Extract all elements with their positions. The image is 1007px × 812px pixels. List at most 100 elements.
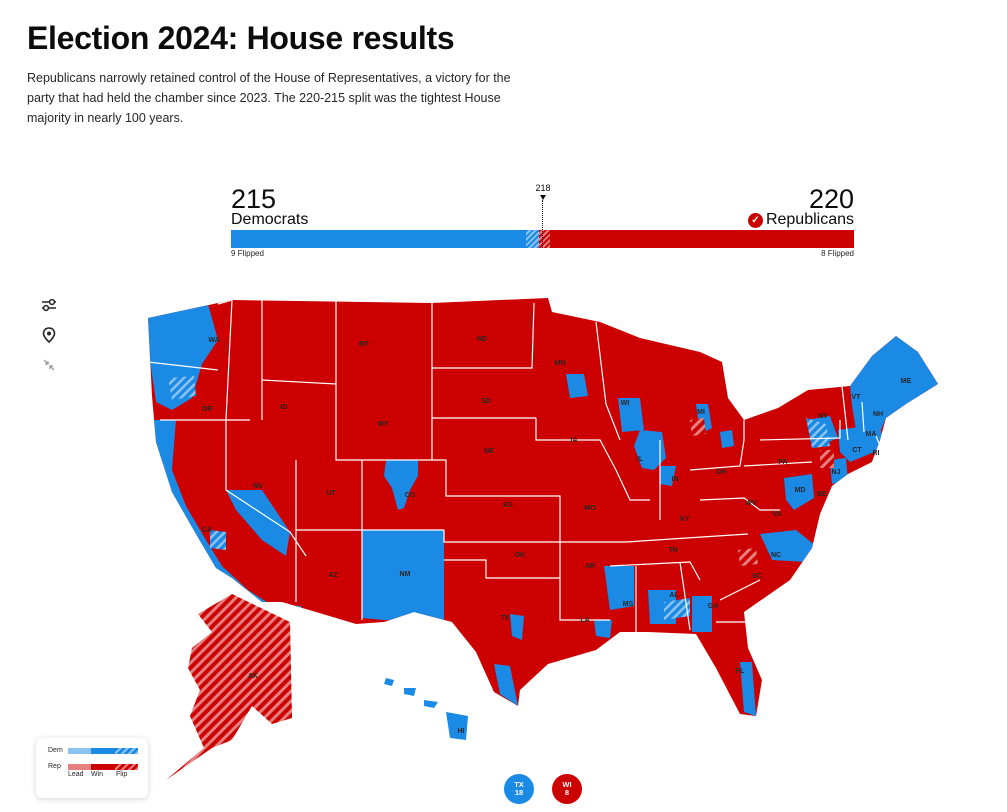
- label-ne: NE: [484, 448, 494, 455]
- dem-district-tx-border[interactable]: [494, 664, 518, 706]
- dem-district-in[interactable]: [660, 466, 676, 486]
- dem-district-oh[interactable]: [720, 430, 734, 448]
- label-co: CO: [405, 492, 416, 499]
- map-legend: Dem Rep Lead Win Flip: [36, 738, 148, 798]
- legend-dem-label: Dem: [48, 747, 63, 754]
- label-id: ID: [281, 404, 288, 411]
- label-nd: ND: [477, 336, 487, 343]
- dem-seat-count: 215: [231, 184, 277, 214]
- dem-district-il[interactable]: [634, 430, 666, 470]
- label-or: OR: [202, 406, 213, 413]
- flip-district-pa[interactable]: [820, 450, 834, 468]
- ak-at-large-district[interactable]: [166, 594, 292, 780]
- rep-party-text: Republicans: [765, 211, 854, 228]
- legend-flip-key: Flip: [116, 771, 128, 778]
- label-sc: SC: [752, 573, 762, 580]
- page-description: Republicans narrowly retained control of…: [27, 71, 511, 125]
- majority-threshold-label: 218: [535, 183, 551, 193]
- rep-flipped-count: 8 Flipped: [821, 249, 854, 258]
- dem-district-ms[interactable]: [604, 566, 634, 610]
- label-ok: OK: [515, 552, 526, 559]
- label-va: VA: [772, 511, 781, 518]
- dem-district-wa-or-coast[interactable]: [148, 304, 218, 410]
- label-ia: IA: [571, 437, 578, 444]
- legend-dem-win-swatch: [91, 748, 115, 754]
- dem-district-ga[interactable]: [692, 596, 712, 632]
- hawaii[interactable]: [384, 678, 468, 740]
- label-de: DE: [817, 491, 827, 498]
- dem-district-nv[interactable]: [226, 490, 290, 556]
- bubble-district: 18: [514, 788, 524, 797]
- state-labels: WA OR CA NV ID MT WY UT AZ CO NM ND SD N…: [202, 336, 912, 735]
- hi-island-kauai: [384, 678, 394, 686]
- district-bubble-wi-8[interactable]: WI 8: [552, 774, 582, 804]
- dem-district-co[interactable]: [384, 460, 418, 510]
- dem-district-nc[interactable]: [760, 530, 816, 562]
- map-controls: [38, 294, 60, 384]
- location-pin-icon[interactable]: [38, 324, 60, 346]
- label-nj: NJ: [832, 469, 841, 476]
- label-mi: MI: [697, 409, 705, 416]
- legend-rep-lead-swatch: [68, 764, 92, 770]
- label-pa: PA: [778, 459, 787, 466]
- label-md: MD: [795, 487, 806, 494]
- label-oh: OH: [716, 469, 727, 476]
- rep-party-label: ✓ Republicans: [747, 211, 854, 229]
- label-mo: MO: [584, 505, 596, 512]
- label-ny: NY: [818, 413, 828, 420]
- label-wv: WV: [745, 500, 757, 507]
- hi-island-oahu: [404, 688, 416, 696]
- label-in: IN: [672, 476, 679, 483]
- flip-district-mi[interactable]: [690, 418, 706, 436]
- flip-district-wa[interactable]: [168, 376, 196, 400]
- bubble-state: WI: [562, 780, 572, 789]
- label-ga: GA: [708, 603, 719, 610]
- state-borders: [148, 299, 881, 640]
- dem-district-mn[interactable]: [566, 374, 588, 398]
- hi-island-molokai: [424, 700, 438, 708]
- label-wy: WY: [377, 421, 389, 428]
- flip-district-ca[interactable]: [210, 530, 226, 550]
- dem-district-ny-ct-ma[interactable]: [838, 424, 884, 462]
- flip-district-nc[interactable]: [738, 548, 758, 566]
- label-ak: AK: [248, 673, 258, 680]
- label-sd: SD: [481, 398, 491, 405]
- seat-tally: 215 Democrats 220 ✓ Republicans 218 9 Fl…: [231, 182, 854, 262]
- label-nm: NM: [400, 571, 411, 578]
- dem-flipped-count: 9 Flipped: [231, 249, 264, 258]
- label-nc: NC: [771, 552, 781, 559]
- majority-line: [542, 200, 543, 248]
- dem-district-md-va[interactable]: [784, 474, 814, 510]
- flip-district-al[interactable]: [664, 598, 690, 620]
- collapse-arrows-icon[interactable]: [38, 354, 60, 376]
- label-ma: MA: [866, 431, 877, 438]
- alaska[interactable]: [166, 594, 292, 780]
- label-mn: MN: [555, 360, 566, 367]
- sliders-icon[interactable]: [38, 294, 60, 316]
- label-ri: RI: [873, 450, 880, 457]
- bubble-state: TX: [514, 780, 524, 789]
- legend-rep-swatches: [68, 764, 138, 770]
- dem-district-la[interactable]: [594, 620, 612, 638]
- dem-district-tx-houston[interactable]: [510, 614, 524, 640]
- dem-flipped-segment: [526, 230, 539, 248]
- label-nv: NV: [253, 483, 263, 490]
- dem-district-new-england[interactable]: [850, 336, 938, 432]
- dem-party-label: Democrats: [231, 211, 309, 228]
- dem-district-fl-south[interactable]: [740, 662, 756, 716]
- legend-rep-flip-swatch: [114, 764, 138, 770]
- dem-district-nm[interactable]: [362, 530, 444, 620]
- legend-dem-lead-swatch: [68, 748, 92, 754]
- rep-seat-count: 220: [808, 184, 854, 214]
- dem-district-wi[interactable]: [618, 398, 644, 432]
- label-ms: MS: [623, 601, 634, 608]
- district-bubble-tx-18[interactable]: TX 18: [504, 774, 534, 804]
- legend-rep-label: Rep: [48, 763, 61, 770]
- rep-held-segment: [550, 230, 854, 248]
- label-az: AZ: [328, 572, 338, 579]
- label-vt: VT: [852, 394, 862, 401]
- flip-district-ny[interactable]: [806, 418, 830, 448]
- legend-rep-win-swatch: [91, 764, 115, 770]
- legend-lead-key: Lead: [68, 771, 84, 778]
